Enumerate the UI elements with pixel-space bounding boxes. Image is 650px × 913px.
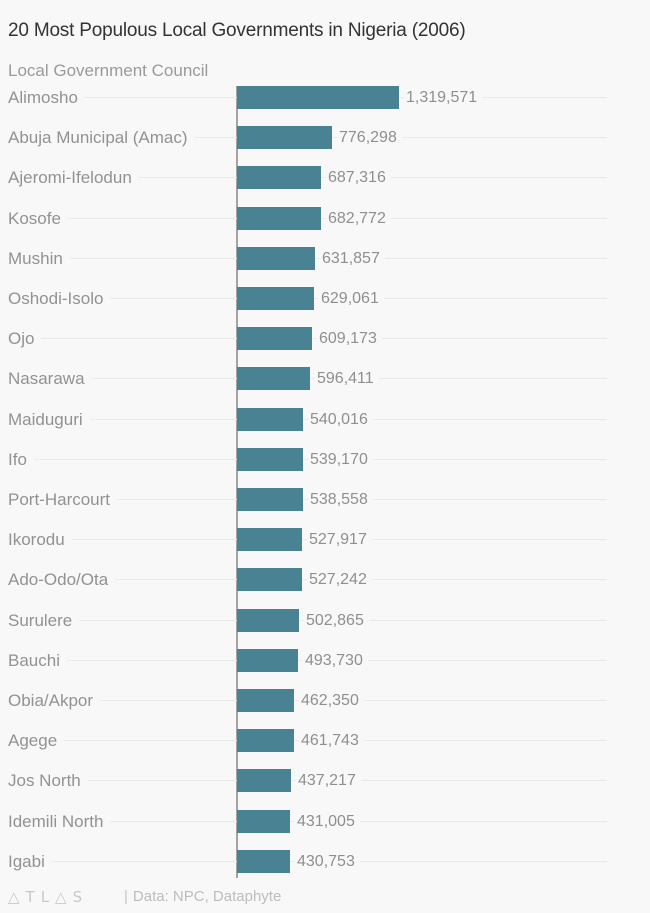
bar-row: Abuja Municipal (Amac) 776,298 xyxy=(0,126,650,150)
atlas-logo: △TL△S xyxy=(8,888,89,906)
separator: | xyxy=(124,888,128,905)
row-leader-line xyxy=(8,458,607,460)
category-label: Bauchi xyxy=(8,648,67,672)
value-label: 502,865 xyxy=(304,608,369,632)
population-bar xyxy=(237,488,303,511)
category-label: Obia/Akpor xyxy=(8,689,101,712)
value-label: 437,217 xyxy=(296,769,361,793)
category-label: Mushin xyxy=(8,246,70,270)
population-bar xyxy=(237,407,303,431)
value-label: 461,743 xyxy=(299,729,364,753)
bar-row: Bauchi 493,730 xyxy=(0,648,650,672)
category-label: Abuja Municipal (Amac) xyxy=(8,126,195,150)
value-label: 629,061 xyxy=(319,287,384,310)
category-label: Nasarawa xyxy=(8,367,92,391)
value-label: 527,917 xyxy=(307,528,372,552)
category-label: Oshodi-Isolo xyxy=(8,287,111,310)
row-leader-line xyxy=(8,499,607,500)
value-label: 631,857 xyxy=(320,246,385,270)
value-label: 527,242 xyxy=(307,568,372,592)
category-label: Jos North xyxy=(8,769,88,793)
population-bar xyxy=(237,166,321,190)
category-label: Idemili North xyxy=(8,809,111,833)
population-bar xyxy=(237,608,299,632)
value-label: 431,005 xyxy=(295,809,360,833)
population-bar xyxy=(237,689,294,712)
value-label: 493,730 xyxy=(303,648,368,672)
category-label: Agege xyxy=(8,729,65,753)
population-bar xyxy=(237,729,294,753)
population-bar xyxy=(237,367,310,391)
population-bar xyxy=(237,769,291,793)
bar-row: Mushin 631,857 xyxy=(0,246,650,270)
chart-footer: △TL△S | Data: NPC, Dataphyte xyxy=(0,886,650,910)
axis-baseline xyxy=(236,86,238,878)
population-bar xyxy=(237,648,298,672)
bar-row: Alimosho 1,319,571 xyxy=(0,86,650,109)
bar-row: Surulere 502,865 xyxy=(0,608,650,632)
source-text: Data: NPC, Dataphyte xyxy=(132,888,282,905)
bar-row: Port-Harcourt 538,558 xyxy=(0,488,650,511)
bar-row: Maiduguri 540,016 xyxy=(0,407,650,431)
data-source: | Data: NPC, Dataphyte xyxy=(124,888,281,905)
bar-row: Ojo 609,173 xyxy=(0,327,650,351)
population-bar xyxy=(237,287,314,310)
bar-row: Ifo 539,170 xyxy=(0,447,650,471)
value-label: 538,558 xyxy=(308,488,373,511)
value-label: 462,350 xyxy=(299,689,364,712)
bar-row: Jos North 437,217 xyxy=(0,769,650,793)
population-bar xyxy=(237,528,302,552)
category-label: Igabi xyxy=(8,849,52,873)
bar-row: Ikorodu 527,917 xyxy=(0,528,650,552)
bar-row: Kosofe 682,772 xyxy=(0,206,650,230)
bar-row: Ado-Odo/Ota 527,242 xyxy=(0,568,650,592)
population-bar xyxy=(237,849,290,873)
category-label: Alimosho xyxy=(8,86,85,109)
category-label: Port-Harcourt xyxy=(8,488,118,511)
bar-row: Agege 461,743 xyxy=(0,729,650,753)
population-bar xyxy=(237,568,302,592)
population-bar xyxy=(237,86,399,109)
bar-row: Ajeromi-Ifelodun 687,316 xyxy=(0,166,650,190)
category-label: Ajeromi-Ifelodun xyxy=(8,166,139,190)
bar-row: Obia/Akpor 462,350 xyxy=(0,689,650,712)
category-label: Maiduguri xyxy=(8,407,90,431)
value-label: 1,319,571 xyxy=(404,86,483,109)
category-label: Ikorodu xyxy=(8,528,72,552)
category-label: Kosofe xyxy=(8,206,68,230)
chart-title: 20 Most Populous Local Governments in Ni… xyxy=(8,20,466,41)
population-bar xyxy=(237,327,312,351)
population-bar xyxy=(237,246,315,270)
category-label: Ifo xyxy=(8,447,34,471)
population-bar xyxy=(237,206,321,230)
bar-row: Igabi 430,753 xyxy=(0,849,650,873)
bar-row: Oshodi-Isolo 629,061 xyxy=(0,287,650,310)
category-axis-label: Local Government Council xyxy=(8,61,209,80)
value-label: 596,411 xyxy=(315,367,379,391)
value-label: 540,016 xyxy=(308,407,373,431)
value-label: 687,316 xyxy=(326,166,391,190)
category-label: Surulere xyxy=(8,608,80,632)
population-bar xyxy=(237,809,290,833)
row-leader-line xyxy=(8,418,607,420)
value-label: 430,753 xyxy=(295,849,360,873)
population-bar xyxy=(237,447,303,471)
value-label: 682,772 xyxy=(326,206,391,230)
population-bar xyxy=(237,126,332,150)
value-label: 609,173 xyxy=(317,327,382,351)
category-label: Ado-Odo/Ota xyxy=(8,568,116,592)
category-label: Ojo xyxy=(8,327,42,351)
value-label: 539,170 xyxy=(308,447,373,471)
bar-row: Nasarawa 596,411 xyxy=(0,367,650,391)
bar-row: Idemili North 431,005 xyxy=(0,809,650,833)
value-label: 776,298 xyxy=(337,126,402,150)
